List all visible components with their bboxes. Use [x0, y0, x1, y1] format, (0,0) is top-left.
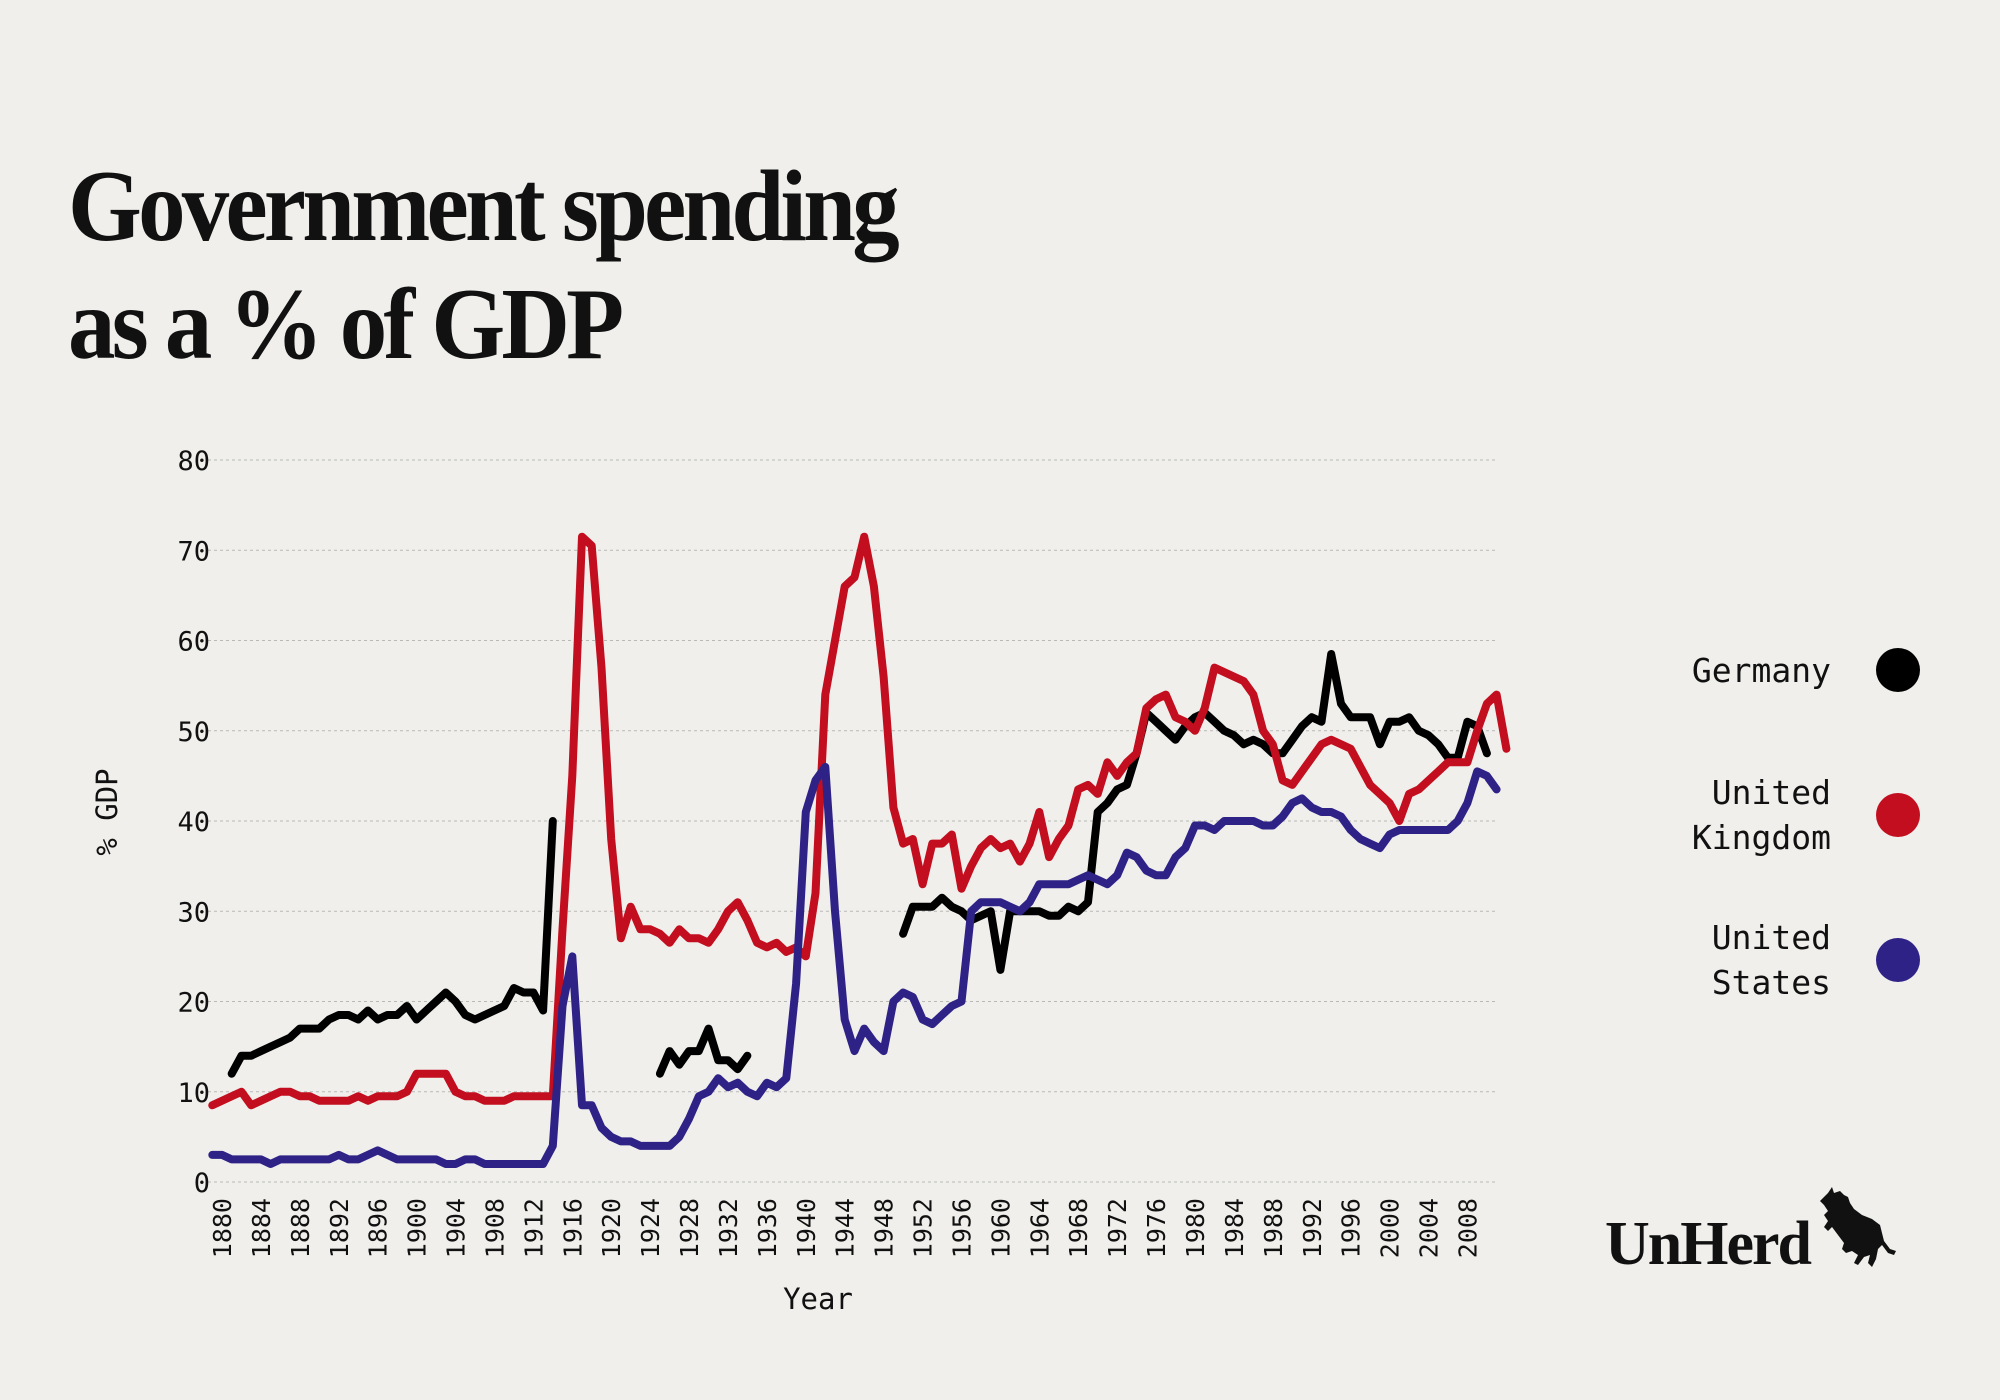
x-tick-label: 1904 [442, 1198, 471, 1258]
series-line-germany [899, 650, 1491, 974]
y-tick-label: 80 [177, 446, 210, 477]
y-tick-label: 30 [177, 897, 210, 928]
y-tick-label: 0 [194, 1168, 210, 1199]
x-tick-label: 1916 [558, 1198, 587, 1258]
legend-label: United States [1711, 918, 1831, 1002]
x-tick-label: 2004 [1415, 1198, 1444, 1258]
y-tick-label: 40 [177, 807, 210, 838]
legend-dot-icon [1876, 938, 1920, 982]
x-tick-label: 1980 [1181, 1198, 1210, 1258]
series-line-germany [655, 1024, 752, 1078]
legend: Germany United Kingdom United States [1600, 615, 1920, 1050]
x-tick-label: 1900 [403, 1198, 432, 1258]
x-tick-label: 1984 [1220, 1198, 1249, 1258]
y-tick-label: 60 [177, 627, 210, 658]
x-tick-label: 1880 [208, 1198, 237, 1258]
y-axis-title: % GDP [90, 768, 124, 855]
brand-name: UnHerd [1605, 1210, 1812, 1278]
y-tick-label: 20 [177, 988, 210, 1019]
x-tick-label: 1972 [1103, 1198, 1132, 1258]
legend-item-united-states[interactable]: United States [1600, 905, 1920, 1015]
x-tick-label: 1976 [1142, 1198, 1171, 1258]
x-tick-label: 2000 [1376, 1198, 1405, 1258]
x-tick-label: 1968 [1064, 1198, 1093, 1258]
x-tick-label: 1996 [1337, 1198, 1366, 1258]
legend-item-united-kingdom[interactable]: United Kingdom [1600, 760, 1920, 870]
x-tick-label: 1988 [1259, 1198, 1288, 1258]
x-tick-label: 2008 [1453, 1198, 1482, 1258]
series-line-united-kingdom [208, 532, 1511, 1110]
x-axis-title: Year [783, 1282, 853, 1316]
bull-icon [1820, 1187, 1896, 1267]
y-axis-ticks: 0 10 20 30 40 50 60 70 80 [177, 446, 210, 1199]
chart-title: Government spending as a % of GDP [68, 148, 900, 384]
x-tick-label: 1884 [247, 1198, 276, 1258]
x-tick-label: 1940 [792, 1198, 821, 1258]
x-tick-label: 1932 [714, 1198, 743, 1258]
legend-dot-icon [1876, 648, 1920, 692]
chart-title-line-1: Government spending [68, 150, 900, 263]
grid-lines [208, 459, 1496, 1183]
legend-label: United Kingdom [1691, 773, 1831, 857]
series-line-united-states [208, 762, 1501, 1168]
x-axis-ticks: 1880 1884 1888 1892 1896 1900 1904 1908 1912 1916… [208, 1198, 1482, 1258]
x-tick-label: 1920 [597, 1198, 626, 1258]
y-tick-label: 50 [177, 717, 210, 748]
x-tick-label: 1896 [364, 1198, 393, 1258]
legend-label: Germany [1691, 650, 1831, 690]
x-tick-label: 1964 [1025, 1198, 1054, 1258]
x-tick-label: 1908 [480, 1198, 509, 1258]
x-tick-label: 1960 [986, 1198, 1015, 1258]
x-tick-label: 1928 [675, 1198, 704, 1258]
series-line-germany [227, 817, 557, 1078]
x-tick-label: 1892 [325, 1198, 354, 1258]
x-tick-label: 1888 [286, 1198, 315, 1258]
legend-item-germany[interactable]: Germany [1600, 615, 1920, 725]
x-tick-label: 1912 [519, 1198, 548, 1258]
x-tick-label: 1948 [870, 1198, 899, 1258]
x-tick-label: 1936 [753, 1198, 782, 1258]
y-tick-label: 10 [177, 1078, 210, 1109]
x-tick-label: 1952 [909, 1198, 938, 1258]
chart-title-line-2: as a % of GDP [68, 268, 624, 381]
brand-logo[interactable]: UnHerd [1605, 1185, 1898, 1275]
x-tick-label: 1956 [947, 1198, 976, 1258]
x-tick-label: 1924 [636, 1198, 665, 1258]
x-tick-label: 1944 [831, 1198, 860, 1258]
y-tick-label: 70 [177, 536, 210, 567]
x-tick-label: 1992 [1298, 1198, 1327, 1258]
legend-dot-icon [1876, 793, 1920, 837]
series-lines [208, 532, 1511, 1168]
